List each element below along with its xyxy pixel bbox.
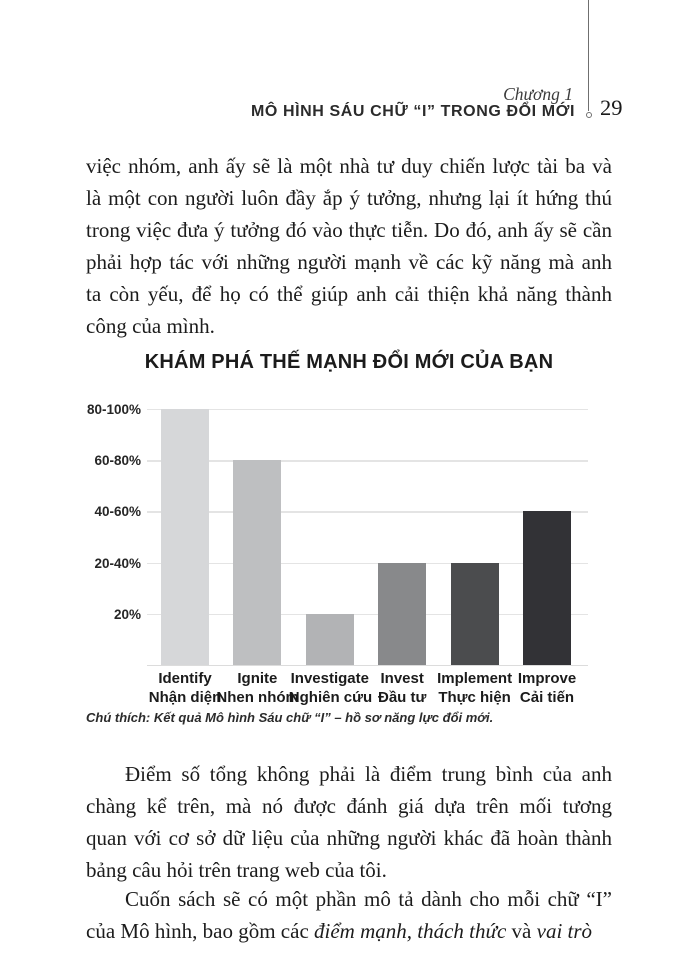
chart-caption: Chú thích: Kết quả Mô hình Sáu chữ “I” –… — [86, 710, 494, 725]
chapter-title: MÔ HÌNH SÁU CHỮ “I” TRONG ĐỔI MỚI — [250, 103, 575, 120]
paragraph-3: Cuốn sách sẽ có một phần mô tả dành cho … — [86, 883, 612, 947]
paragraph-2: Điểm số tổng không phải là điểm trung bì… — [86, 758, 612, 886]
text-line: Điểm số tổng không phải là điểm trung bì… — [125, 762, 612, 786]
text-line: của Mô hình, bao gồm các điểm mạnh, thác… — [86, 915, 612, 947]
chapter-label: Chương 1 — [503, 84, 573, 104]
y-axis-tick-label: 80-100% — [86, 402, 141, 417]
category-label-vi: Nghiên cứu — [288, 689, 373, 706]
bar-ignite — [233, 460, 282, 665]
chart-title: KHÁM PHÁ THẾ MẠNH ĐỔI MỚI CỦA BẠN — [144, 351, 554, 373]
bar-invest — [378, 562, 427, 665]
gridline — [147, 409, 588, 411]
category-label-vi: Nhận diện — [148, 689, 222, 706]
category-label-improve: Improve Cải tiến — [506, 669, 588, 707]
header-divider-dot-icon — [585, 112, 592, 118]
gridline — [147, 613, 588, 616]
text-line: công của mình. — [86, 314, 215, 338]
category-label-en: Identify — [158, 670, 212, 687]
paragraph-1: việc nhóm, anh ấy sẽ là một nhà tư duy c… — [86, 150, 612, 342]
text-segment: và — [506, 919, 537, 943]
bar-implement — [450, 562, 499, 665]
innovation-strengths-bar-chart: 80-100% 60-80% 40-60% 20-40% 20% Identify Nhận… — [87, 402, 588, 706]
text-line: là một con người luôn đầy ắp ý tưởng, nh… — [86, 186, 612, 210]
category-label-en: Improve — [517, 670, 577, 687]
category-label-vi: Thực hiện — [438, 689, 511, 706]
text-line: ta còn yếu, để họ có thể giúp anh cải th… — [86, 282, 612, 306]
category-label-en: Investigate — [290, 670, 369, 687]
bar-improve — [523, 511, 571, 665]
category-label-identify: Identify Nhận diện — [144, 669, 226, 707]
text-line: chàng kể trên, mà nó được đánh giá dựa t… — [86, 794, 612, 818]
text-segment: của Mô hình, bao gồm các — [86, 919, 315, 943]
y-axis-tick-label: 40-60% — [94, 504, 141, 520]
category-label-en: Implement — [437, 670, 513, 687]
bar-investigate — [305, 613, 354, 665]
gridline — [147, 511, 588, 513]
category-label-investigate: Investigate Nghiên cứu — [288, 669, 373, 707]
category-label-invest: Invest Đầu tư — [361, 669, 443, 707]
emphasized-text: điểm mạnh, thách thức — [314, 919, 507, 943]
y-axis-tick-label: 60-80% — [94, 453, 141, 469]
category-label-implement: Implement Thực hiện — [434, 669, 516, 707]
y-axis-tick-label: 20-40% — [94, 555, 141, 571]
category-label-en: Invest — [380, 670, 424, 687]
category-label-ignite: Ignite Nhen nhóm — [216, 669, 299, 707]
category-label-vi: Cải tiến — [519, 689, 575, 706]
header-divider-line — [588, 0, 590, 111]
text-line: phải hợp tác với những người mạnh về các… — [86, 250, 612, 274]
gridline — [147, 460, 588, 462]
text-line: quan với cơ sở dữ liệu của những người k… — [86, 826, 612, 850]
category-label-en: Ignite — [237, 670, 278, 687]
text-line: việc nhóm, anh ấy sẽ là một nhà tư duy c… — [86, 154, 612, 178]
y-axis-tick-label: 20% — [113, 606, 141, 622]
page-number: 29 — [600, 95, 623, 120]
text-line: trong việc đưa ý tưởng đó vào thực tiễn.… — [86, 218, 612, 242]
gridline — [147, 562, 588, 564]
text-line: bảng câu hỏi trên trang web của tôi. — [86, 858, 387, 882]
category-label-vi: Nhen nhóm — [216, 689, 299, 706]
bar-identify — [161, 409, 209, 665]
category-label-vi: Đầu tư — [378, 689, 427, 706]
emphasized-text: vai trò — [536, 919, 593, 943]
text-line: Cuốn sách sẽ có một phần mô tả dành cho … — [125, 887, 612, 911]
